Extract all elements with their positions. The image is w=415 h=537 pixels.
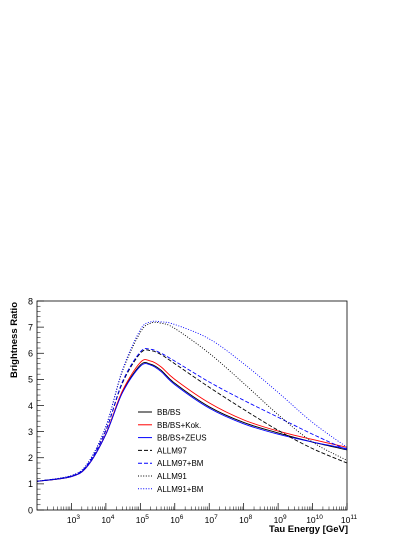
x-tick-label: 107 [205,514,218,525]
series-line [36,349,348,482]
series-line [36,321,348,482]
series-line [36,320,348,482]
x-tick-label: 1010 [306,514,323,525]
legend-label: ALLM97+BM [157,459,204,468]
y-axis-title: Brightness Ratio [9,302,20,378]
legend-label: ALLM91 [157,472,187,481]
y-tick-label: 0 [28,505,33,515]
y-tick-label: 2 [28,453,33,463]
x-tick-label: 109 [274,514,287,525]
x-axis-title: Tau Energy [GeV] [269,524,348,535]
legend-label: BB/BS+ZEUS [157,434,207,443]
y-tick-label: 8 [28,296,33,306]
x-tick-label: 103 [67,514,80,525]
y-tick-label: 5 [28,375,33,385]
axis-layer: 0 1 2 3 4 5 6 7 8 103 104 105 106 107 108 109 1010 1011 [28,296,358,525]
y-tick-label: 3 [28,427,33,437]
x-tick-label: 1011 [341,514,358,525]
y-tick-label: 6 [28,349,33,359]
legend-label: ALLM97 [157,446,187,455]
x-tick-label: 106 [170,514,183,525]
series-line [36,348,348,482]
y-tick-label: 4 [28,401,33,411]
series-line [36,363,348,482]
x-tick-label: 104 [101,514,114,525]
legend-label: BB/BS [157,408,181,417]
x-tick-label: 105 [136,514,149,525]
series-layer [36,320,348,482]
y-tick-label: 7 [28,322,33,332]
legend: BB/BS BB/BS+Kok. BB/BS+ZEUS ALLM97 ALLM97+BM… [138,408,207,494]
x-tick-label: 108 [239,514,252,525]
y-tick-label: 1 [28,479,33,489]
legend-label: BB/BS+Kok. [157,421,201,430]
legend-label: ALLM91+BM [157,485,204,494]
